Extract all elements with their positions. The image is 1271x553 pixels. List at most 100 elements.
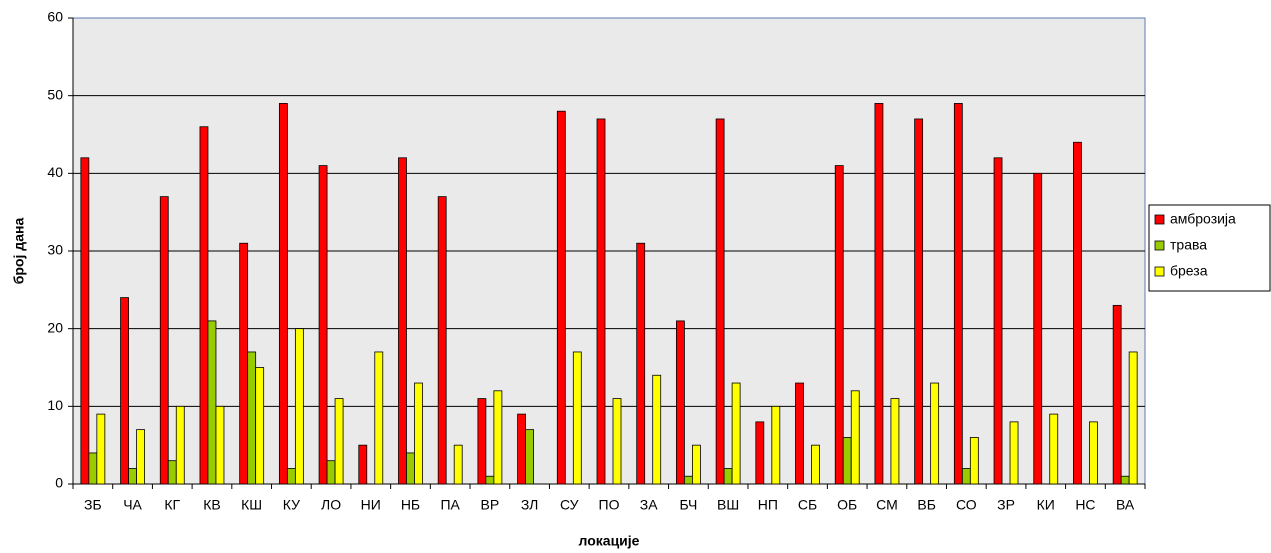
bar [136,429,145,485]
bar [294,328,304,485]
bar [318,165,328,485]
y-tick-label: 20 [47,319,63,335]
x-tick-label: НП [758,497,778,513]
x-tick-label: ВБ [917,497,936,513]
legend-label: бреза [1170,263,1208,279]
bar [398,157,407,485]
bar [80,157,90,485]
x-tick-label: КИ [1037,497,1055,513]
bar [215,405,225,485]
bar [953,103,963,485]
bar [493,390,503,485]
x-tick-label: ВА [1116,497,1135,513]
bar [842,436,852,485]
bar [485,475,495,485]
bar [652,374,662,485]
bar [1073,141,1082,485]
bar [811,444,820,485]
bar [969,436,979,485]
bar [723,468,733,485]
x-tick-label: ОБ [837,497,857,513]
x-tick-label: СМ [876,497,898,513]
bar [795,382,804,485]
x-tick-label: КШ [241,497,262,513]
legend [1148,204,1271,292]
bar [128,468,137,485]
x-tick-label: КУ [283,497,300,513]
bar [1089,421,1098,485]
x-tick-label: СУ [560,497,579,513]
bar [684,475,693,485]
x-tick-label: НИ [361,497,381,513]
bar [636,242,646,485]
y-tick-label: 60 [47,9,63,25]
bar [961,468,971,485]
y-tick-label: 0 [55,475,63,491]
legend-label: амброзија [1170,211,1236,227]
legend-swatch [1154,240,1165,251]
bar [676,320,685,485]
bar [914,118,924,485]
bar [207,320,217,485]
x-tick-label: СБ [798,497,817,513]
x-tick-label: БЧ [679,497,697,513]
x-tick-label: НС [1075,497,1095,513]
bar [612,398,622,485]
bar [755,421,765,485]
bar [572,351,582,485]
y-tick-label: 10 [47,397,63,413]
bar [88,452,98,485]
x-tick-label: ВР [481,497,500,513]
bar [1112,304,1122,485]
bar [453,444,463,485]
y-tick-label: 50 [47,86,63,102]
bar [731,382,741,485]
bar [1120,475,1130,485]
x-tick-label: ПО [599,497,620,513]
bar [286,468,296,485]
bar [175,405,185,485]
bar [278,103,288,485]
x-tick-label: СО [956,497,977,513]
bar [334,398,344,485]
bar [1009,421,1019,485]
bar [771,405,781,485]
y-axis-label: број дана [11,218,27,285]
bar [414,382,423,485]
bar [1128,351,1138,485]
bar [374,351,384,485]
x-tick-label: ЗБ [84,497,102,513]
bar [596,118,606,485]
y-tick-label: 30 [47,242,63,258]
bar [120,297,129,485]
x-tick-label: ПА [440,497,460,513]
bar [850,390,860,485]
bar [874,103,884,485]
bar [930,382,940,485]
bar [167,460,177,485]
bar [96,413,106,485]
x-tick-label: ВШ [717,497,739,513]
y-tick-label: 40 [47,164,63,180]
bar [199,126,209,485]
bar [890,398,900,485]
x-axis-label: локације [579,533,640,549]
x-tick-label: ЗА [640,497,658,513]
bar [993,157,1003,485]
x-tick-label: ЗЛ [521,497,539,513]
bar [556,110,566,485]
bar [1033,172,1043,485]
bar [358,444,368,485]
bar [247,351,257,485]
legend-swatch [1154,266,1165,277]
bar [255,367,265,485]
bar [159,196,169,485]
bar [715,118,725,485]
bar [477,398,487,485]
x-tick-label: ЛО [321,497,341,513]
x-tick-label: НБ [401,497,420,513]
bar [1049,413,1059,485]
bar [834,165,844,485]
bar [692,444,701,485]
